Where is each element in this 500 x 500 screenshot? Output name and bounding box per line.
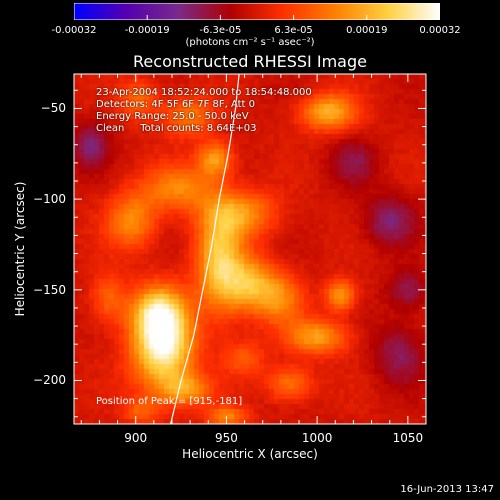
footer-date: 16-Jun-2013 13:47 — [400, 484, 494, 495]
plot-overlay — [170, 74, 240, 424]
x-tick-label: 900 — [124, 431, 148, 445]
colorbar — [74, 3, 440, 20]
chart-title: Reconstructed RHESSI Image — [133, 52, 367, 71]
info-time-range: 23-Apr-2004 18:52:24.000 to 18:54:48.000 — [96, 87, 312, 98]
y-axis-label: Heliocentric Y (arcsec) — [13, 181, 27, 317]
x-axis-label: Heliocentric X (arcsec) — [182, 447, 318, 461]
y-tick-label: −50 — [40, 101, 66, 116]
x-tick-label: 1000 — [301, 431, 333, 445]
colorbar-tick-label: -6.3e-05 — [199, 25, 242, 36]
info-detectors: Detectors: 4F 5F 6F 7F 8F, Att 0 — [96, 99, 256, 110]
solar-limb-line — [170, 74, 240, 424]
info-energy-range: Energy Range: 25.0 - 50.0 keV — [96, 111, 249, 122]
y-tick-label: −150 — [33, 282, 66, 297]
colorbar-tick-label: -0.00019 — [124, 25, 170, 36]
y-tick-label: −100 — [33, 192, 66, 207]
x-tick-label: 950 — [214, 431, 238, 445]
y-tick-label: −200 — [33, 373, 66, 388]
peak-position-text: Position of Peak = [915,-181] — [96, 396, 243, 407]
colorbar-units: (photons cm⁻² s⁻¹ asec⁻²) — [185, 37, 315, 48]
plot-area: 23-Apr-2004 18:52:24.000 to 18:54:48.000… — [74, 74, 426, 424]
colorbar-tick-label: 6.3e-05 — [274, 25, 313, 36]
heatmap-image — [74, 74, 426, 424]
colorbar-tick-label: 0.00019 — [346, 25, 388, 36]
info-clean-counts: Clean Total counts: 8.64E+03 — [96, 123, 257, 134]
x-tick-label: 1050 — [392, 431, 424, 445]
colorbar-tick-label: 0.00032 — [419, 25, 461, 36]
colorbar-tick-label: -0.00032 — [51, 25, 97, 36]
